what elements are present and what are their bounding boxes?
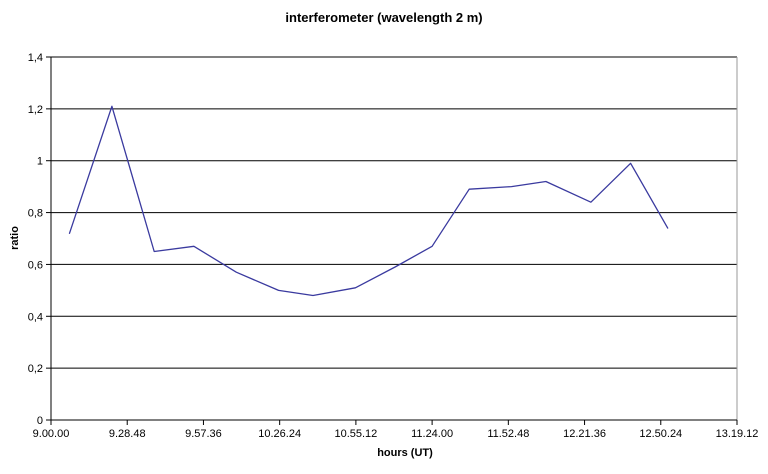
x-tick-label: 13.19.12: [716, 428, 759, 440]
y-tick-label: 0: [37, 415, 43, 427]
y-tick-label: 0,8: [28, 208, 43, 220]
x-tick-label: 9.28.48: [109, 428, 146, 440]
x-tick-label: 11.24.00: [411, 428, 453, 440]
x-tick-label: 12.21.36: [563, 428, 606, 440]
y-tick-label: 1,4: [28, 52, 43, 64]
y-tick-label: 0,4: [28, 311, 43, 323]
data-line-ratio: [68, 105, 669, 297]
y-tick-label: 0,6: [28, 259, 43, 271]
y-tick-label: 1,2: [28, 104, 43, 116]
x-tick-label: 10.55.12: [334, 428, 377, 440]
y-tick-label: 1: [37, 156, 43, 168]
x-tick-label: 12.50.24: [639, 428, 682, 440]
y-tick-label: 0,2: [28, 363, 43, 375]
x-tick-label: 10.26.24: [258, 428, 301, 440]
x-tick-label: 9.00.00: [33, 428, 70, 440]
x-tick-label: 9.57.36: [185, 428, 222, 440]
y-axis-title: ratio: [9, 226, 21, 250]
x-axis-title: hours (UT): [377, 447, 433, 459]
x-tick-label: 11.52.48: [487, 428, 529, 440]
chart-title: interferometer (wavelength 2 m): [285, 10, 483, 25]
